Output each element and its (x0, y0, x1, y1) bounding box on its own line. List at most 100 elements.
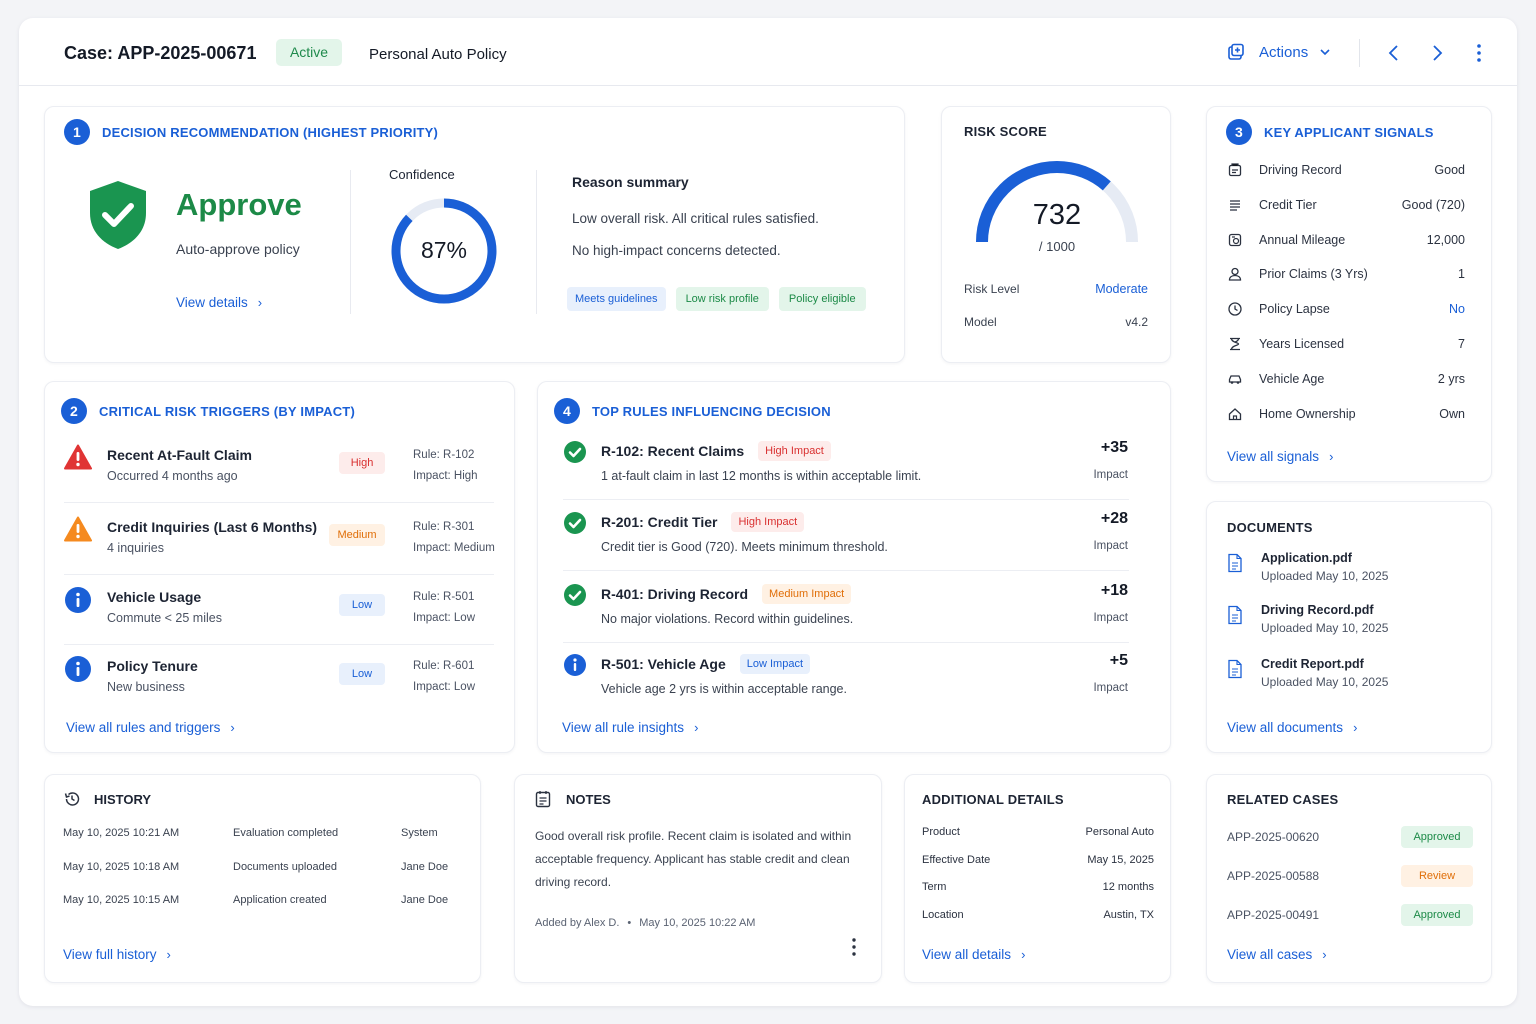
view-all-details-label: View all details (922, 947, 1012, 962)
related-case-row[interactable]: APP-2025-00491 Approved (1227, 904, 1473, 926)
view-all-documents-link[interactable]: View all documents › (1227, 720, 1357, 735)
view-all-rules-link[interactable]: View all rule insights › (562, 720, 698, 735)
document-uploaded: Uploaded May 10, 2025 (1261, 621, 1389, 635)
rule-description: Credit tier is Good (720). Meets minimum… (601, 540, 888, 554)
detail-value: 12 months (1102, 881, 1154, 893)
decision-heading: 1 DECISION RECOMMENDATION (HIGHEST PRIOR… (64, 119, 438, 145)
risk-score-card: RISK SCORE 732 / 1000 Risk Level Moderat… (941, 106, 1171, 363)
document-item[interactable]: Driving Record.pdf Uploaded May 10, 2025 (1227, 603, 1388, 635)
document-item[interactable]: Application.pdf Uploaded May 10, 2025 (1227, 551, 1388, 583)
clock-icon (1227, 301, 1243, 317)
info-icon (64, 655, 92, 688)
divider (350, 170, 351, 314)
actions-menu-button[interactable]: Actions (1227, 43, 1344, 61)
rule-description: No major violations. Record within guide… (601, 612, 854, 626)
detail-row: Effective Date May 15, 2025 (922, 854, 1154, 866)
signals-heading: 3 KEY APPLICANT SIGNALS (1226, 119, 1434, 145)
document-name: Driving Record.pdf (1261, 603, 1374, 617)
decision-card: 1 DECISION RECOMMENDATION (HIGHEST PRIOR… (44, 106, 905, 363)
related-case-row[interactable]: APP-2025-00588 Review (1227, 865, 1473, 887)
verdict-label: Approve (176, 187, 302, 222)
rule-description: Vehicle age 2 yrs is within acceptable r… (601, 682, 847, 696)
view-full-history-link[interactable]: View full history › (63, 947, 171, 962)
rule-id: Rule: R-501 (413, 591, 475, 603)
document-text: Driving Record.pdf Uploaded May 10, 2025 (1261, 603, 1388, 635)
history-card: HISTORY May 10, 2025 10:21 AM Evaluation … (44, 774, 481, 983)
rule-id: Rule: R-301 (413, 521, 475, 533)
note-timestamp: May 10, 2025 10:22 AM (639, 917, 756, 929)
signal-label: Vehicle Age (1259, 371, 1325, 386)
note-line: driving record. (535, 875, 612, 889)
risk-score-value: 732 (1032, 199, 1082, 231)
user-icon (1227, 266, 1243, 282)
row-divider (563, 642, 1129, 643)
impact-badge: Low (339, 594, 385, 616)
rule-title: R-102: Recent Claims (601, 443, 745, 459)
list-icon (1227, 197, 1243, 213)
section-number: 2 (61, 398, 87, 424)
trigger-text: Recent At-Fault Claim Occurred 4 months a… (107, 447, 252, 483)
trigger-text: Credit Inquiries (Last 6 Months) 4 inquir… (107, 519, 317, 555)
signal-label: Prior Claims (3 Yrs) (1259, 267, 1368, 282)
view-all-details-link[interactable]: View all details › (922, 947, 1025, 962)
detail-label: Effective Date (922, 853, 991, 866)
view-all-triggers-link[interactable]: View all rules and triggers › (66, 720, 235, 735)
signal-label: Credit Tier (1259, 197, 1317, 212)
row-divider (64, 644, 494, 645)
chevron-right-icon: › (1329, 449, 1334, 464)
view-all-signals-link[interactable]: View all signals › (1227, 449, 1333, 464)
signal-row: Home Ownership Own (1227, 406, 1465, 422)
rule-score: +18 (1100, 582, 1128, 599)
signal-value: Good (1434, 163, 1465, 177)
signal-value: No (1449, 302, 1465, 317)
rule-description: 1 at-fault claim in last 12 months is wi… (601, 469, 922, 483)
history-event: Application created (233, 894, 327, 906)
history-title: HISTORY (94, 791, 152, 807)
view-all-triggers-label: View all rules and triggers (66, 720, 221, 735)
rule-score-label: Impact (1093, 682, 1128, 694)
warning-icon (64, 444, 92, 475)
view-all-signals-label: View all signals (1227, 449, 1320, 464)
document-name: Application.pdf (1261, 551, 1352, 565)
signal-row: Credit Tier Good (720) (1227, 197, 1465, 213)
rules-card: 4 TOP RULES INFLUENCING DECISION R-102: … (537, 381, 1171, 753)
signals-card: 3 KEY APPLICANT SIGNALS Driving Record Go… (1206, 106, 1492, 482)
notes-icon (535, 791, 551, 808)
related-case-status: Approved (1401, 904, 1473, 926)
related-case-row[interactable]: APP-2025-00620 Approved (1227, 826, 1473, 848)
next-case-button[interactable] (1427, 42, 1447, 64)
view-all-rules-label: View all rule insights (562, 720, 685, 735)
chevron-right-icon: › (1353, 720, 1358, 735)
actions-label: Actions (1259, 43, 1309, 61)
note-body: Good overall risk profile. Recent claim … (535, 825, 851, 894)
verdict-subtitle: Auto-approve policy (176, 241, 300, 257)
note-more-icon[interactable] (849, 937, 859, 957)
related-case-id: APP-2025-00588 (1227, 869, 1320, 883)
related-case-status: Approved (1401, 826, 1473, 848)
trigger-title: Recent At-Fault Claim (107, 447, 252, 463)
related-heading: RELATED CASES (1227, 792, 1339, 807)
view-full-history-label: View full history (63, 947, 157, 962)
app-window: Case: APP-2025-00671 Active Personal Aut… (19, 18, 1517, 1006)
signal-row: Annual Mileage 12,000 (1227, 232, 1465, 248)
documents-card: DOCUMENTS Application.pdf Uploaded May 10… (1206, 501, 1492, 753)
risk-score-heading: RISK SCORE (964, 124, 1047, 139)
signal-row: Years Licensed 7 (1227, 336, 1465, 352)
more-options-icon[interactable] (1474, 42, 1484, 64)
row-divider (563, 499, 1129, 500)
view-details-link[interactable]: View details › (176, 295, 262, 310)
view-all-cases-link[interactable]: View all cases › (1227, 947, 1327, 962)
previous-case-button[interactable] (1384, 42, 1404, 64)
document-icon (1227, 659, 1243, 689)
note-line: acceptable frequency. Applicant has stab… (535, 852, 850, 866)
document-item[interactable]: Credit Report.pdf Uploaded May 10, 2025 (1227, 657, 1388, 689)
document-icon (1227, 605, 1243, 635)
tag-chip: Low risk profile (675, 287, 769, 311)
document-uploaded: Uploaded May 10, 2025 (1261, 675, 1389, 689)
separator-dot: • (627, 917, 632, 929)
document-text: Credit Report.pdf Uploaded May 10, 2025 (1261, 657, 1388, 689)
note-meta: Added by Alex D. • May 10, 2025 10:22 AM (535, 917, 755, 929)
related-case-status: Review (1401, 865, 1473, 887)
risk-level-label: Risk Level (964, 282, 1020, 296)
impact-badge: Low (339, 663, 385, 685)
